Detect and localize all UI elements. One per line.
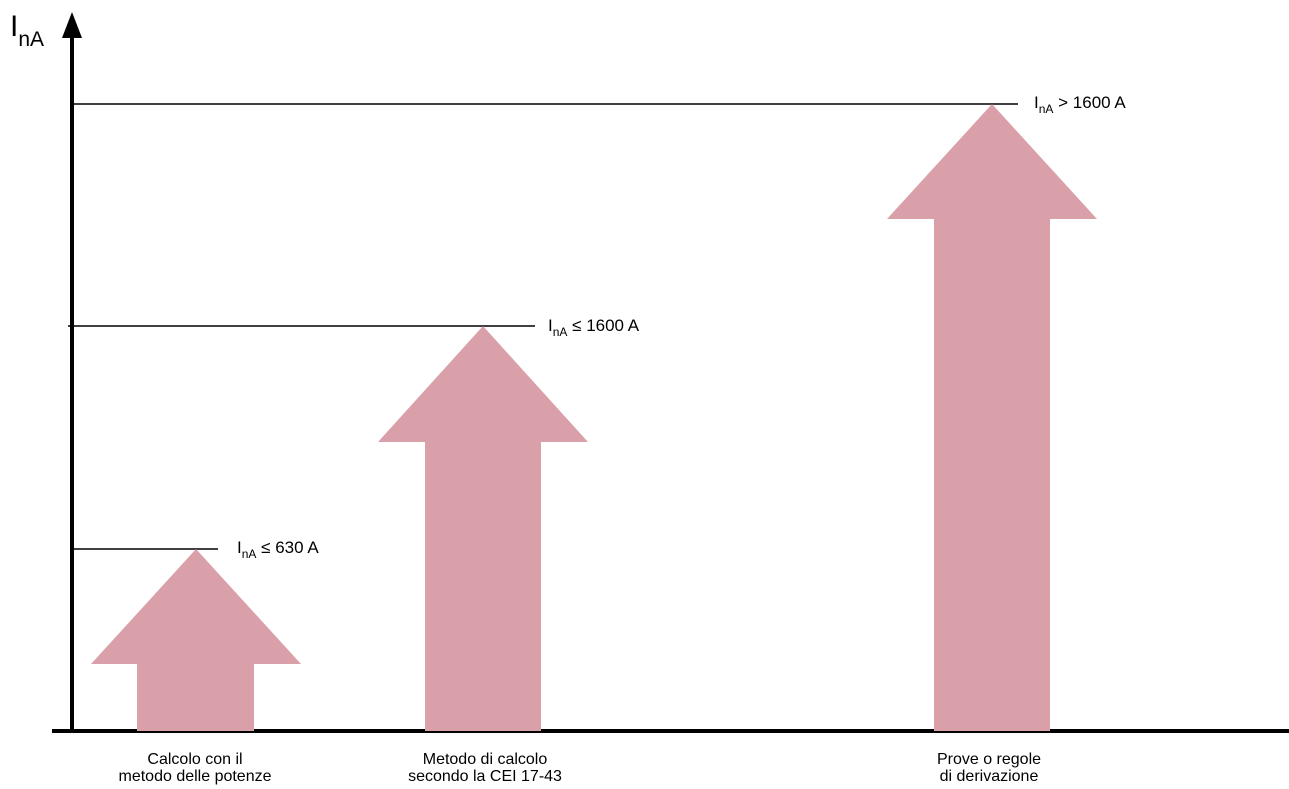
caption-metodo-cei-line1: Metodo di calcolo bbox=[422, 751, 548, 768]
level-label-630-sub: nA bbox=[241, 547, 257, 561]
caption-prove-regole-line2: di derivazione bbox=[939, 768, 1039, 785]
caption-calcolo-potenze-line1: Calcolo con il bbox=[147, 751, 243, 768]
level-label-1600-sub: nA bbox=[552, 325, 568, 339]
y-axis-arrowhead bbox=[62, 12, 82, 38]
arrow-calcolo-potenze bbox=[91, 549, 301, 731]
level-label-630: InA ≤ 630 A bbox=[237, 538, 319, 560]
level-label-1600: InA ≤ 1600 A bbox=[548, 316, 640, 338]
level-label-above-1600-main: I bbox=[1034, 93, 1039, 112]
caption-calcolo-potenze-line2: metodo delle potenze bbox=[118, 768, 272, 785]
arrow-prove-regole bbox=[887, 104, 1097, 731]
level-label-1600-text: ≤ 1600 A bbox=[567, 316, 640, 335]
level-label-above-1600-sub: nA bbox=[1038, 102, 1054, 116]
y-axis-label-main: I bbox=[10, 10, 19, 43]
level-label-above-1600-text: > 1600 A bbox=[1053, 93, 1126, 112]
y-axis-label: InA bbox=[10, 10, 44, 51]
level-label-630-main: I bbox=[237, 538, 242, 557]
caption-prove-regole: Prove o regole di derivazione bbox=[859, 751, 1119, 785]
y-axis-label-sub: nA bbox=[18, 28, 45, 51]
caption-prove-regole-line1: Prove o regole bbox=[936, 751, 1042, 768]
caption-metodo-cei: Metodo di calcolo secondo la CEI 17-43 bbox=[355, 751, 615, 785]
level-label-630-text: ≤ 630 A bbox=[256, 538, 319, 557]
level-label-above-1600: InA > 1600 A bbox=[1034, 93, 1126, 115]
arrow-metodo-cei bbox=[378, 326, 588, 731]
level-label-1600-main: I bbox=[548, 316, 553, 335]
caption-metodo-cei-line2: secondo la CEI 17-43 bbox=[408, 768, 562, 785]
caption-calcolo-potenze: Calcolo con il metodo delle potenze bbox=[65, 751, 325, 785]
